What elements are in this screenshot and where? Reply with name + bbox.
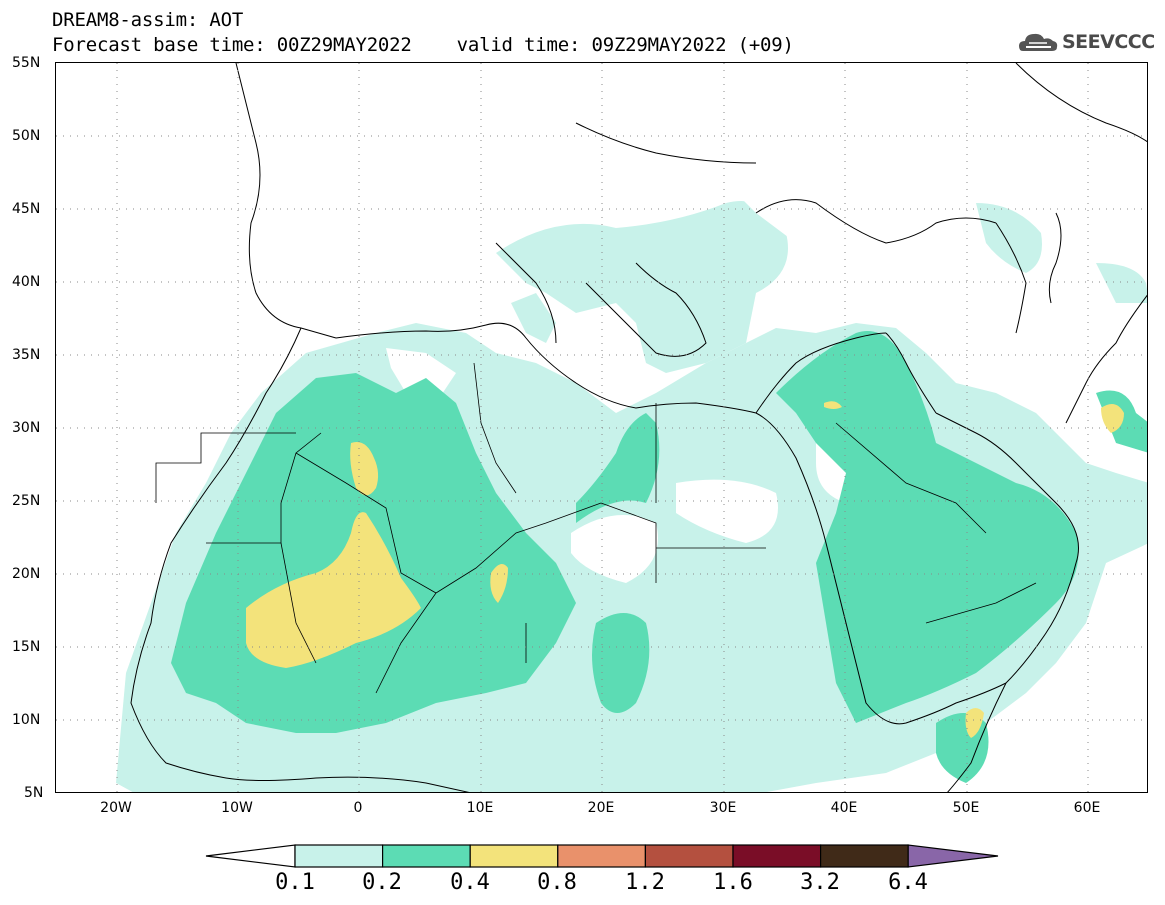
lat-label: 20N [12,566,41,582]
lat-label: 10N [12,712,41,728]
colorbar-segment [907,844,999,868]
colorbar-label: 0.4 [450,870,490,895]
lat-label: 45N [12,201,41,217]
lat-label: 35N [12,347,41,363]
colorbar-segment [819,844,909,868]
lon-label: 50E [952,800,980,816]
aot-0.4-0.8-region [246,401,1124,738]
colorbar-segment [294,844,384,868]
country-borders [155,362,1037,694]
logo-text: SEEVCCC [1062,31,1155,53]
colorbar [205,844,999,868]
colorbar-segment [557,844,646,868]
map-title: DREAM8-assim: AOT [52,9,244,31]
lat-label: 25N [12,493,41,509]
lon-label: 10W [221,800,253,816]
colorbar-segment [205,844,296,868]
coastlines [130,63,1147,792]
lon-label: 60E [1073,800,1101,816]
aot-field [56,63,1147,792]
lat-label: 40N [12,274,41,290]
colorbar-label: 1.6 [713,870,753,895]
colorbar-label: 0.2 [362,870,402,895]
lon-label: 40E [830,800,858,816]
lat-label: 5N [24,785,44,801]
colorbar-label: 6.4 [888,870,928,895]
colorbar-label: 1.2 [625,870,665,895]
lat-label: 30N [12,420,41,436]
lon-label: 0 [353,800,363,816]
colorbar-segment [382,844,471,868]
lon-label: 20E [587,800,615,816]
lat-label: 50N [12,128,41,144]
lat-label: 15N [12,639,41,655]
colorbar-label: 0.8 [537,870,577,895]
lon-label: 20W [100,800,132,816]
map-area [55,62,1148,793]
cloud-icon [1019,33,1058,51]
colorbar-segment [644,844,734,868]
colorbar-label: 0.1 [275,870,315,895]
lat-label: 55N [12,55,41,71]
colorbar-segment [732,844,822,868]
lon-label: 10E [466,800,494,816]
colorbar-label: 3.2 [800,870,840,895]
gridlines [56,63,1147,792]
colorbar-segment [469,844,559,868]
map-subtitle: Forecast base time: 00Z29MAY2022 valid t… [52,34,794,56]
lon-label: 30E [709,800,737,816]
